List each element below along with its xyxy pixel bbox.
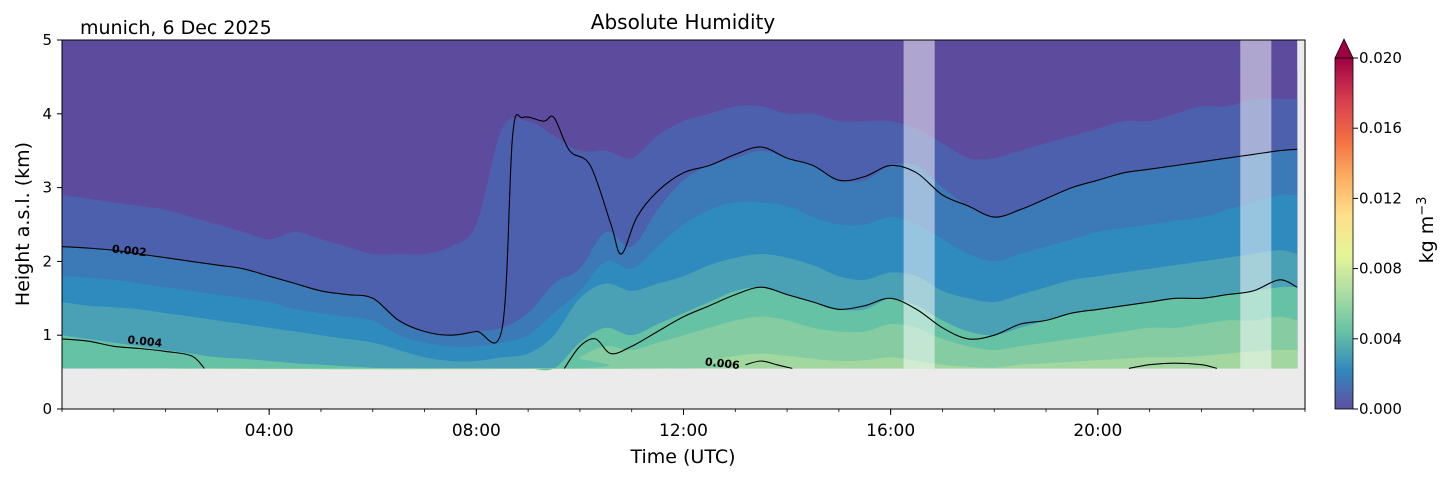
colorbar-tick-label: 0.004 (1359, 330, 1402, 348)
x-tick-label: 12:00 (659, 421, 708, 441)
colorbar: 0.000 0.004 0.008 0.012 0.016 0.020 kg m−3 (1334, 38, 1438, 418)
y-tick-label: 1 (42, 326, 52, 344)
contour-label-0: 0.002 (111, 243, 147, 260)
data-gap-shading (903, 40, 1272, 369)
data-gap-1 (1240, 40, 1272, 369)
y-axis-label: Height a.s.l. (km) (12, 142, 34, 306)
colorbar-tick-label: 0.008 (1359, 260, 1402, 278)
plot-area: 0.002 0.004 0.006 (61, 39, 1306, 410)
humidity-band-7 (62, 349, 1298, 369)
y-tick-label: 3 (42, 179, 52, 197)
contour-lines: 0.002 0.004 0.006 (62, 113, 1298, 372)
colorbar-label: kg m−3 (1415, 197, 1438, 264)
y-tick-label: 5 (42, 31, 52, 49)
contour-line-1 (62, 338, 205, 369)
colorbar-extend-arrow (1334, 38, 1354, 59)
y-tick-label: 2 (42, 252, 52, 270)
colorbar-tick-label: 0.012 (1359, 189, 1402, 207)
humidity-bands (62, 40, 1298, 371)
colorbar-tick-label: 0.016 (1359, 119, 1402, 137)
humidity-band-5 (62, 286, 1298, 371)
x-tick-label: 20:00 (1073, 421, 1122, 441)
x-tick-label: 16:00 (866, 421, 915, 441)
contour-label-3: 0.006 (704, 355, 740, 372)
contour-line-0 (62, 113, 1298, 344)
contour-line-2 (563, 279, 1298, 369)
contour-line-3 (745, 360, 793, 369)
y-axis: 0 1 2 3 4 5 (42, 31, 62, 418)
contour-line-4 (1128, 362, 1218, 369)
data-gap-0 (903, 40, 935, 369)
x-axis: 04:00 08:00 12:00 16:00 20:00 (61, 409, 1306, 441)
x-tick-label: 08:00 (452, 421, 501, 441)
location-date-label: munich, 6 Dec 2025 (80, 17, 272, 39)
y-tick-label: 0 (42, 400, 52, 418)
humidity-band-6 (62, 316, 1298, 370)
contour-label-1: 0.004 (127, 333, 163, 350)
y-tick-label: 4 (42, 105, 52, 123)
colorbar-ticks: 0.000 0.004 0.008 0.012 0.016 0.020 (1353, 49, 1402, 418)
x-tick-label: 04:00 (245, 421, 294, 441)
colorbar-tick-label: 0.020 (1359, 49, 1402, 67)
colorbar-label-exponent: −3 (1415, 197, 1430, 216)
colorbar-tick-label: 0.000 (1359, 400, 1402, 418)
colorbar-gradient (1334, 57, 1354, 410)
x-axis-label: Time (UTC) (629, 446, 735, 468)
chart-title: Absolute Humidity (591, 10, 776, 34)
colorbar-label-unit: kg m (1416, 216, 1438, 264)
